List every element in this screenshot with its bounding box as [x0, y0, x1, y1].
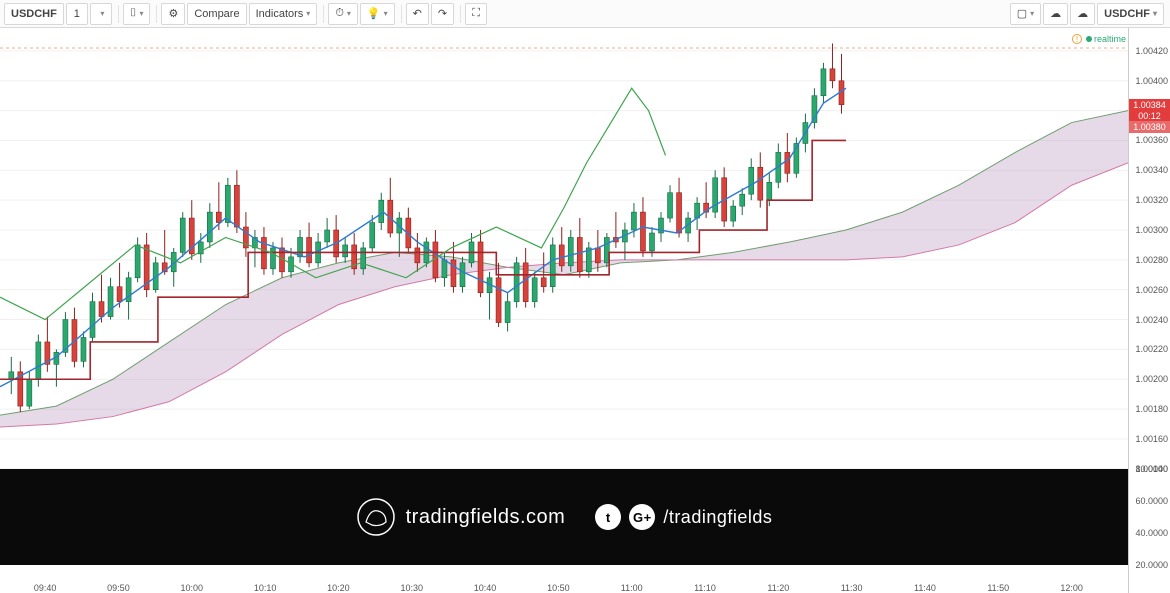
y-tick-label: 1.00420 — [1135, 46, 1168, 56]
cloud-down-icon: ☁ — [1050, 7, 1061, 20]
symbol-select[interactable]: USDCHF — [4, 3, 64, 25]
x-tick-label: 10:10 — [254, 583, 277, 593]
x-tick-label: 10:30 — [400, 583, 423, 593]
settings-button[interactable]: ⚙ — [161, 3, 185, 25]
separator — [401, 5, 402, 23]
realtime-label: realtime — [1094, 34, 1126, 44]
compare-label: Compare — [194, 8, 239, 20]
banner-social: t G+ /tradingfields — [595, 504, 772, 530]
x-axis: 09:40 09:50 10:00 10:10 10:20 10:30 10:40 10:50… — [0, 579, 1128, 593]
separator — [323, 5, 324, 23]
y-tick-label: 60.0000 — [1135, 496, 1168, 506]
idea-button[interactable]: 💡▾ — [360, 3, 395, 25]
y-tick-label: 80.0000 — [1135, 464, 1168, 474]
x-tick-label: 11:10 — [694, 583, 716, 593]
y-tick-label: 1.00180 — [1135, 404, 1168, 414]
warn-icon: ! — [1072, 34, 1082, 44]
banner-site: tradingfields.com — [406, 506, 566, 529]
undo-button[interactable]: ↶ — [406, 3, 429, 25]
y-tick-label: 1.00320 — [1135, 195, 1168, 205]
fullscreen-icon: ⛶ — [472, 7, 480, 20]
x-tick-label: 10:40 — [474, 583, 497, 593]
y-tick-label: 1.00160 — [1135, 434, 1168, 444]
caret-icon: ▾ — [1030, 9, 1034, 18]
price-below-tag: 1.00380 — [1129, 121, 1170, 133]
indicators-label: Indicators — [256, 8, 304, 20]
separator — [156, 5, 157, 23]
caret-icon: ▾ — [384, 9, 388, 18]
x-tick-label: 10:00 — [180, 583, 203, 593]
y-tick-label: 1.00400 — [1135, 76, 1168, 86]
layout-icon: ▢ — [1017, 7, 1027, 20]
y-tick-label: 1.00280 — [1135, 255, 1168, 265]
cloud-up-icon: ☁ — [1077, 7, 1088, 20]
watchlist-symbol[interactable]: USDCHF▾ — [1097, 3, 1164, 25]
y-tick-label: 20.0000 — [1135, 560, 1168, 570]
fullscreen-button[interactable]: ⛶ — [465, 3, 487, 25]
alert-button[interactable]: ⏱▾ — [328, 3, 358, 25]
y-tick-label: 1.00220 — [1135, 344, 1168, 354]
indicators-button[interactable]: Indicators▾ — [249, 3, 318, 25]
caret-icon: ▾ — [306, 9, 310, 18]
undo-icon: ↶ — [413, 7, 422, 20]
watermark-banner: tradingfields.com t G+ /tradingfields — [0, 469, 1128, 565]
bulb-icon: 💡 — [367, 7, 381, 20]
x-tick-label: 11:20 — [767, 583, 789, 593]
cloud-save-button[interactable]: ☁ — [1070, 3, 1095, 25]
x-tick-label: 10:20 — [327, 583, 350, 593]
caret-icon: ▾ — [347, 9, 351, 18]
toolbar: USDCHF 1 ▾ ⌷▾ ⚙ Compare Indicators▾ ⏱▾ 💡… — [0, 0, 1170, 28]
y-tick-label: 1.00340 — [1135, 165, 1168, 175]
y-tick-label: 1.00300 — [1135, 225, 1168, 235]
candle-icon: ⌷ — [130, 7, 137, 20]
gear-icon: ⚙ — [168, 7, 178, 20]
gplus-icon: G+ — [629, 504, 655, 530]
status-dot-icon — [1086, 36, 1092, 42]
twitter-icon: t — [595, 504, 621, 530]
interval-label: 1 — [74, 8, 80, 20]
caret-icon: ▾ — [100, 9, 104, 18]
y-tick-label: 40.0000 — [1135, 528, 1168, 538]
redo-button[interactable]: ↷ — [431, 3, 454, 25]
y-tick-label: 1.00360 — [1135, 135, 1168, 145]
banner-handle: /tradingfields — [663, 507, 772, 528]
redo-icon: ↷ — [438, 7, 447, 20]
x-tick-label: 09:50 — [107, 583, 130, 593]
banner-logo: tradingfields.com — [356, 497, 566, 537]
chart-area: ! realtime tradingfields.com t G+ /tradi… — [0, 28, 1170, 593]
interval-menu[interactable]: ▾ — [90, 3, 112, 25]
caret-icon: ▾ — [139, 9, 143, 18]
x-tick-label: 10:50 — [547, 583, 570, 593]
caret-icon: ▾ — [1153, 9, 1157, 18]
x-tick-label: 11:40 — [914, 583, 936, 593]
separator — [460, 5, 461, 23]
alert-icon: ⏱ — [335, 7, 344, 20]
separator — [118, 5, 119, 23]
bull-icon — [356, 497, 396, 537]
interval-select[interactable]: 1 — [66, 3, 88, 25]
y-tick-label: 1.00260 — [1135, 285, 1168, 295]
y-tick-label: 1.00200 — [1135, 374, 1168, 384]
y-tick-label: 1.00240 — [1135, 315, 1168, 325]
chart-canvas[interactable]: ! realtime tradingfields.com t G+ /tradi… — [0, 28, 1128, 593]
chart-style-button[interactable]: ⌷▾ — [123, 3, 151, 25]
y-axis[interactable]: 1.001401.001601.001801.002001.002201.002… — [1128, 28, 1170, 593]
x-tick-label: 11:00 — [621, 583, 643, 593]
compare-button[interactable]: Compare — [187, 3, 246, 25]
cloud-load-button[interactable]: ☁ — [1043, 3, 1068, 25]
symbol-label: USDCHF — [11, 8, 57, 20]
watchlist-symbol-label: USDCHF — [1104, 8, 1150, 20]
x-tick-label: 11:30 — [841, 583, 863, 593]
x-tick-label: 11:50 — [987, 583, 1009, 593]
x-tick-label: 09:40 — [34, 583, 57, 593]
x-tick-label: 12:00 — [1060, 583, 1083, 593]
realtime-badge: ! realtime — [1072, 34, 1126, 44]
layout-button[interactable]: ▢▾ — [1010, 3, 1041, 25]
